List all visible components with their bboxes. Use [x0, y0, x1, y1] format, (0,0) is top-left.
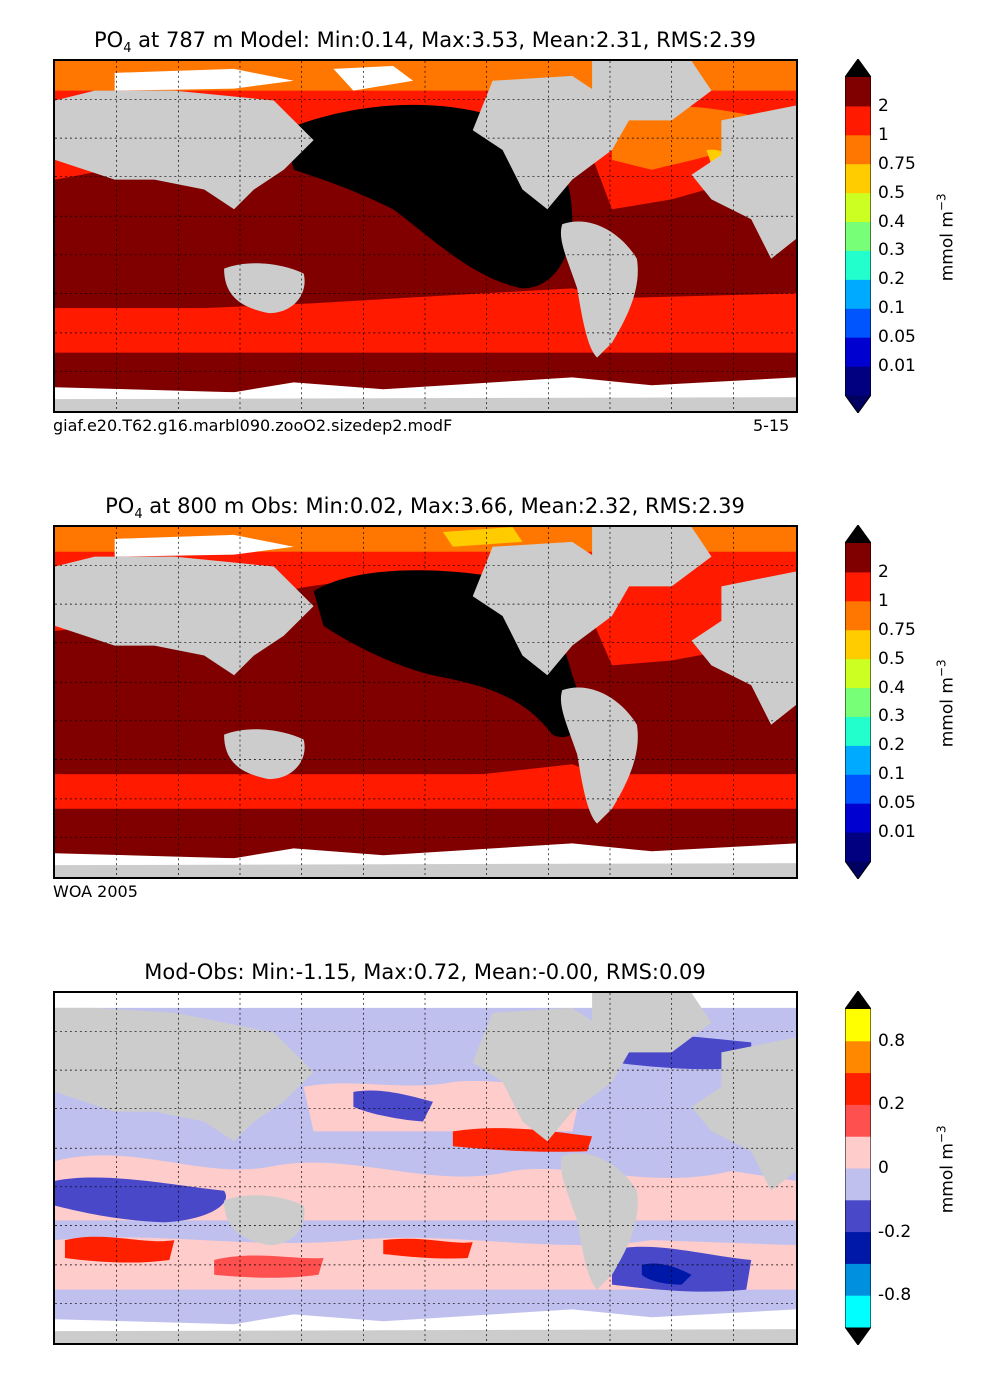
colorbar-segment	[845, 687, 871, 717]
colorbar-extend-min	[845, 395, 871, 413]
colorbar-tick-label: 0.5	[878, 182, 906, 203]
colorbar-segment	[845, 134, 871, 165]
colorbar-segment	[845, 221, 871, 251]
colorbar-segment	[845, 716, 871, 746]
colorbar-segment	[845, 192, 871, 223]
colorbar-tick-label: -0.2	[878, 1221, 912, 1242]
colorbar-segment	[845, 366, 871, 396]
colorbar-segment	[845, 77, 871, 107]
units-label: mmol m−3	[934, 193, 958, 282]
colorbar-tick-label: 0.1	[878, 298, 906, 319]
colorbar-tick-label: 1	[878, 590, 889, 611]
colorbar	[845, 525, 871, 879]
colorbar-tick-label: 0.1	[878, 764, 906, 785]
years-label: 5-15	[753, 416, 790, 435]
obs-panel: PO4 at 800 m Obs: Min:0.02, Max:3.66, Me…	[0, 466, 988, 926]
colorbar-tick-label: 0.2	[878, 735, 906, 756]
colorbar-tick-label: 1	[878, 124, 889, 145]
model-map	[53, 59, 798, 413]
colorbar-extend-min	[845, 861, 871, 879]
colorbar-tick-label: -0.8	[878, 1285, 912, 1306]
colorbar-segment	[845, 803, 871, 833]
panel-title: Mod-Obs: Min:-1.15, Max:0.72, Mean:-0.00…	[144, 960, 706, 984]
colorbar-tick-label: 0.75	[878, 153, 916, 174]
colorbar-tick-label: 0.8	[878, 1030, 906, 1051]
colorbar-segment	[845, 600, 871, 631]
panel-title: PO4 at 800 m Obs: Min:0.02, Max:3.66, Me…	[105, 494, 745, 523]
colorbar	[845, 59, 871, 413]
colorbar-tick-label: 0	[878, 1158, 889, 1178]
colorbar-extend-max	[845, 991, 871, 1009]
colorbar-segment	[845, 543, 871, 573]
colorbar-tick-label: 2	[878, 561, 889, 582]
colorbar-extend-max	[845, 525, 871, 543]
colorbar-tick-label: 0.2	[878, 1094, 906, 1115]
colorbar-tick-label: 0.05	[878, 327, 916, 348]
colorbar-segment	[845, 1136, 871, 1169]
colorbar-tick-label: 0.75	[878, 619, 916, 640]
colorbar-segment	[845, 1168, 871, 1201]
diff-map	[53, 991, 798, 1345]
colorbar-segment	[845, 1231, 871, 1264]
dataset-label: WOA 2005	[53, 882, 138, 901]
colorbar-segment	[845, 250, 871, 280]
colorbar-segment	[845, 105, 871, 136]
colorbar-segment	[845, 337, 871, 367]
colorbar-tick-label: 0.4	[878, 211, 906, 232]
colorbar-segment	[845, 1295, 871, 1328]
colorbar	[845, 991, 871, 1345]
colorbar-extend-max	[845, 59, 871, 77]
colorbar-segment	[845, 1263, 871, 1296]
run-name-label: giaf.e20.T62.g16.marbl090.zooO2.sizedep2…	[53, 416, 453, 435]
colorbar-segment	[845, 1199, 871, 1233]
colorbar-segment	[845, 774, 871, 804]
obs-map	[53, 525, 798, 879]
colorbar-segment	[845, 658, 871, 689]
colorbar-tick-label: 0.3	[878, 240, 906, 261]
colorbar-segment	[845, 832, 871, 862]
colorbar-segment	[845, 1040, 871, 1074]
colorbar-segment	[845, 745, 871, 775]
model-panel: PO4 at 787 m Model: Min:0.14, Max:3.53, …	[0, 0, 988, 460]
colorbar-tick-label: 0.3	[878, 706, 906, 727]
colorbar-tick-label: 0.4	[878, 677, 906, 698]
colorbar-tick-label: 0.2	[878, 269, 906, 290]
units-label: mmol m−3	[934, 659, 958, 748]
colorbar-tick-label: 2	[878, 95, 889, 116]
colorbar-segment	[845, 308, 871, 338]
colorbar-segment	[845, 279, 871, 309]
colorbar-segment	[845, 571, 871, 602]
colorbar-segment	[845, 1009, 871, 1042]
colorbar-segment	[845, 1104, 871, 1137]
colorbar-segment	[845, 163, 871, 194]
colorbar-tick-label: 0.05	[878, 793, 916, 814]
panel-title: PO4 at 787 m Model: Min:0.14, Max:3.53, …	[94, 28, 756, 57]
colorbar-segment	[845, 1072, 871, 1105]
colorbar-segment	[845, 629, 871, 660]
colorbar-tick-label: 0.01	[878, 356, 916, 377]
units-label: mmol m−3	[934, 1125, 958, 1214]
colorbar-extend-min	[845, 1327, 871, 1345]
colorbar-tick-label: 0.01	[878, 822, 916, 843]
colorbar-tick-label: 0.5	[878, 648, 906, 669]
diff-panel: Mod-Obs: Min:-1.15, Max:0.72, Mean:-0.00…	[0, 932, 988, 1374]
